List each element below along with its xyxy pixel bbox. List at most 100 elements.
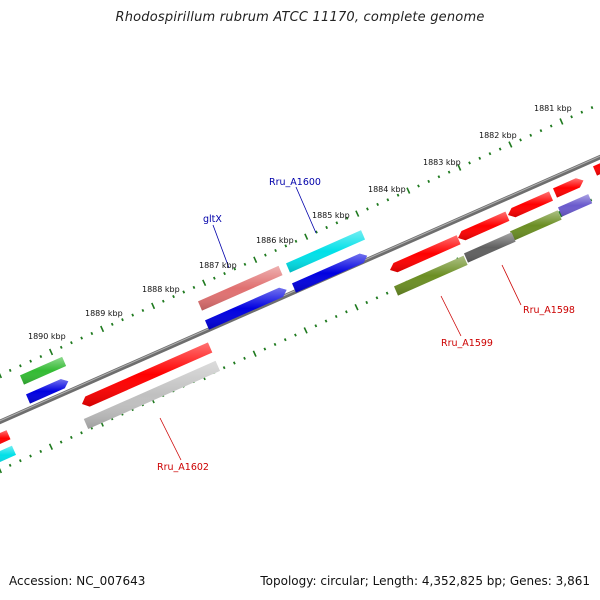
gene-feature	[0, 430, 11, 444]
inner-scale-tick	[334, 314, 338, 319]
outer-scale-tick	[355, 210, 360, 217]
gene-feature	[390, 235, 461, 273]
gene-label-rru-a1599: Rru_A1599	[441, 338, 493, 349]
gene-labels: Rru_A1600 gltX Rru_A1598 Rru_A1599 Rru_A…	[157, 177, 575, 473]
scale-label-1885: 1885 kbp	[312, 211, 350, 220]
outer-scale-tick	[151, 302, 156, 310]
inner-scale-tick	[365, 300, 369, 305]
scale-label-1887: 1887 kbp	[199, 261, 237, 270]
outer-scale-tick	[366, 207, 369, 211]
outer-scale-tick	[549, 124, 553, 128]
outer-scale-tick	[437, 175, 441, 179]
inner-scale-tick	[385, 291, 389, 295]
outer-scale-tick	[202, 279, 207, 287]
scale-label-1882: 1882 kbp	[479, 131, 517, 140]
gene-feature	[394, 255, 468, 296]
outer-scale-tick	[519, 138, 522, 142]
gene-feature	[0, 445, 16, 462]
scale-label-1889: 1889 kbp	[85, 309, 123, 318]
outer-scale-tick	[90, 331, 94, 336]
gene-feature	[83, 360, 220, 429]
inner-scale-tick	[263, 347, 267, 351]
outer-scale-tick	[315, 230, 318, 234]
gene-label-gltx: gltX	[203, 214, 222, 225]
inner-scale-tick	[589, 198, 593, 202]
inner-scale-tick	[0, 468, 3, 474]
outer-scale-tick	[80, 336, 84, 340]
outer-scale-tick	[580, 110, 584, 114]
scale-label-1890: 1890 kbp	[28, 332, 66, 341]
outer-scale-tick	[19, 364, 22, 368]
outer-scale-tick	[468, 161, 471, 165]
inner-scale-tick	[29, 454, 32, 458]
outer-scale-tick	[182, 290, 186, 294]
outer-scale-ticks	[0, 106, 594, 379]
outer-scale-tick	[376, 202, 380, 206]
gene-feature	[26, 379, 69, 404]
gene-label-rru-a1600: Rru_A1600	[269, 177, 321, 188]
outer-scale-tick	[172, 295, 175, 299]
outer-scale-tick	[284, 244, 288, 248]
gene-feature	[20, 356, 67, 385]
inner-scale-tick	[375, 296, 379, 300]
gene-feature	[205, 287, 287, 330]
gene-feature	[464, 232, 516, 263]
inner-scale-tick	[273, 342, 277, 346]
inner-scale-tick	[222, 366, 226, 370]
outer-scale-tick	[304, 233, 309, 240]
inner-scale-tick	[314, 324, 318, 328]
outer-scale-tick	[386, 198, 390, 202]
outer-scale-tick	[141, 308, 145, 312]
outer-scale-tick	[8, 368, 12, 372]
accession-text: Accession: NC_007643	[9, 574, 146, 588]
inner-scale-tick	[354, 303, 359, 311]
outer-scale-tick	[253, 256, 258, 264]
scale-label-1884: 1884 kbp	[368, 185, 406, 194]
inner-scale-tick	[243, 356, 246, 360]
genome-summary-text: Topology: circular; Length: 4,352,825 bp…	[260, 574, 590, 588]
outer-scale-tick	[345, 216, 349, 220]
scale-label-1883: 1883 kbp	[423, 158, 461, 167]
outer-scale-tick	[590, 106, 594, 110]
map-title: Rhodospirillum rubrum ATCC 11170, comple…	[115, 10, 485, 25]
scale-label-1888: 1888 kbp	[142, 285, 180, 294]
outer-scale-tick	[488, 152, 492, 156]
scale-labels: 1881 kbp 1882 kbp 1883 kbp 1884 kbp 1885…	[28, 104, 572, 341]
outer-scale-tick	[498, 147, 502, 151]
outer-scale-tick	[233, 267, 237, 271]
inner-scale-tick	[303, 327, 308, 334]
inner-scale-tick	[59, 440, 63, 444]
outer-scale-tick	[59, 345, 63, 349]
scale-label-1886: 1886 kbp	[256, 236, 294, 245]
gene-feature	[286, 230, 365, 273]
outer-scale-tick	[559, 118, 564, 125]
outer-scale-tick	[264, 253, 267, 257]
outer-scale-tick	[539, 129, 543, 133]
gene-features	[0, 163, 600, 462]
outer-scale-tick	[294, 239, 298, 243]
outer-scale-tick	[110, 322, 114, 326]
outer-scale-tick	[243, 262, 247, 266]
outer-scale-tick	[0, 373, 3, 379]
outer-scale-tick	[478, 156, 482, 160]
inner-scale-tick	[48, 443, 54, 450]
outer-scale-tick	[39, 355, 43, 359]
outer-scale-tick	[457, 164, 462, 171]
inner-scale-tick	[558, 210, 563, 218]
gene-label-rru-a1602: Rru_A1602	[157, 462, 209, 473]
outer-scale-tick	[161, 299, 165, 303]
outer-scale-tick	[274, 248, 277, 253]
outer-scale-tick	[70, 341, 73, 345]
outer-scale-tick	[508, 141, 513, 148]
inner-scale-tick	[232, 361, 236, 365]
gene-feature	[508, 191, 553, 218]
gene-feature	[558, 194, 593, 217]
gene-feature	[510, 210, 562, 241]
inner-scale-tick	[252, 350, 257, 357]
gene-feature	[458, 211, 510, 241]
outer-scale-tick	[48, 348, 54, 356]
outer-scale-tick	[570, 115, 573, 119]
outer-scale-tick	[417, 184, 420, 188]
inner-scale-tick	[18, 459, 22, 463]
